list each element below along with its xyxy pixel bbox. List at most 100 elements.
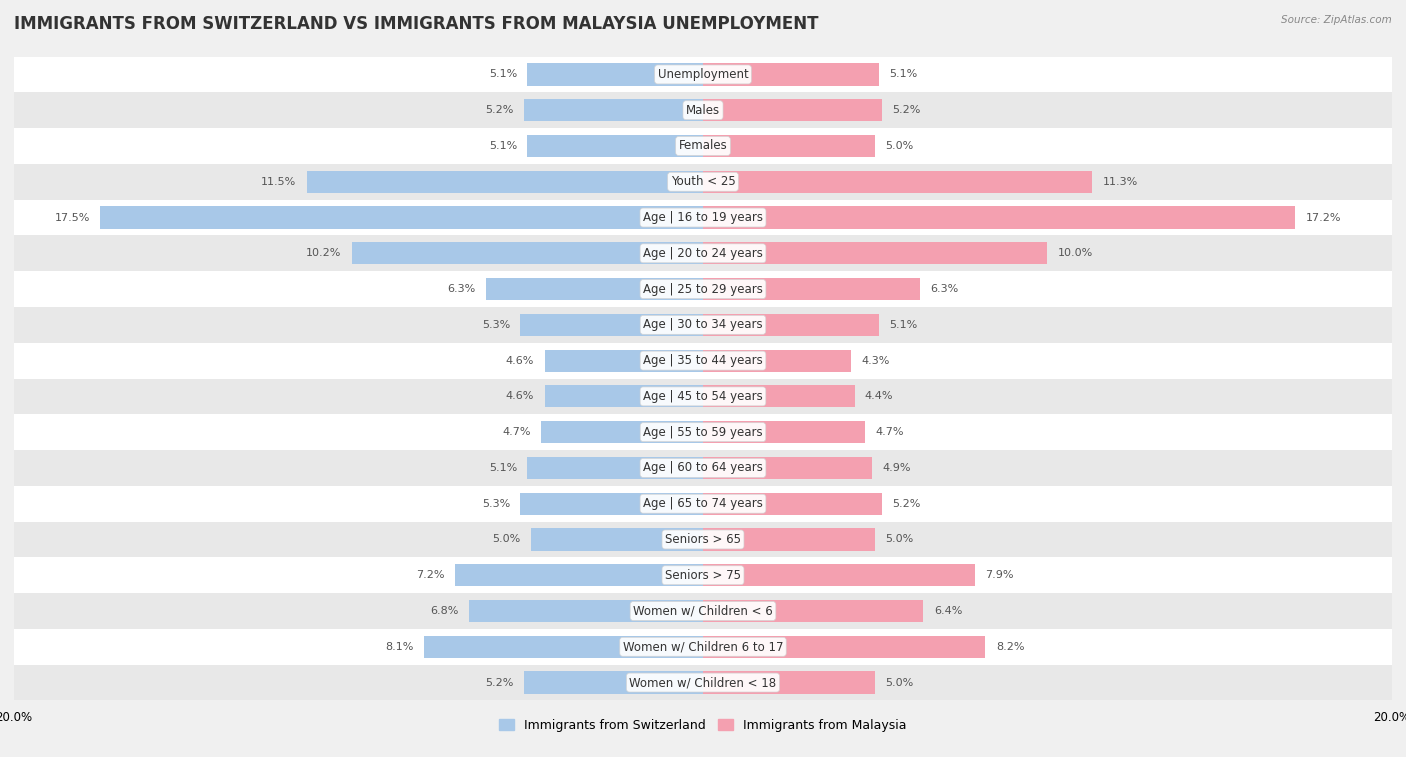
Bar (703, 135, 875, 157)
Text: Age | 60 to 64 years: Age | 60 to 64 years (643, 462, 763, 475)
Text: 5.2%: 5.2% (485, 678, 513, 687)
Text: Age | 25 to 29 years: Age | 25 to 29 years (643, 282, 763, 295)
Text: 8.2%: 8.2% (995, 642, 1025, 652)
Bar (703, 64, 879, 86)
Text: Seniors > 75: Seniors > 75 (665, 569, 741, 581)
Text: 5.0%: 5.0% (886, 678, 914, 687)
Text: 4.7%: 4.7% (502, 427, 531, 437)
Text: Age | 16 to 19 years: Age | 16 to 19 years (643, 211, 763, 224)
Bar (703, 636, 986, 658)
Text: 4.7%: 4.7% (875, 427, 904, 437)
Bar (468, 600, 703, 622)
Text: 4.6%: 4.6% (506, 356, 534, 366)
Text: 10.0%: 10.0% (1057, 248, 1092, 258)
Text: 4.4%: 4.4% (865, 391, 893, 401)
Bar (0, 200, 1406, 235)
Text: Males: Males (686, 104, 720, 117)
Text: 10.2%: 10.2% (307, 248, 342, 258)
Bar (456, 564, 703, 587)
Text: Unemployment: Unemployment (658, 68, 748, 81)
Bar (703, 564, 976, 587)
Text: 5.1%: 5.1% (489, 141, 517, 151)
Text: 6.4%: 6.4% (934, 606, 962, 616)
Bar (524, 671, 703, 693)
Bar (0, 235, 1406, 271)
Bar (0, 593, 1406, 629)
Bar (0, 414, 1406, 450)
Text: 17.5%: 17.5% (55, 213, 90, 223)
Bar (307, 170, 703, 193)
Bar (0, 486, 1406, 522)
Bar (703, 421, 865, 444)
Text: IMMIGRANTS FROM SWITZERLAND VS IMMIGRANTS FROM MALAYSIA UNEMPLOYMENT: IMMIGRANTS FROM SWITZERLAND VS IMMIGRANT… (14, 15, 818, 33)
Text: Age | 20 to 24 years: Age | 20 to 24 years (643, 247, 763, 260)
Text: Age | 65 to 74 years: Age | 65 to 74 years (643, 497, 763, 510)
Text: Age | 30 to 34 years: Age | 30 to 34 years (643, 319, 763, 332)
Bar (0, 522, 1406, 557)
Text: Seniors > 65: Seniors > 65 (665, 533, 741, 546)
Bar (544, 385, 703, 407)
Text: 5.2%: 5.2% (893, 499, 921, 509)
Bar (0, 343, 1406, 378)
Text: 5.0%: 5.0% (492, 534, 520, 544)
Text: 5.3%: 5.3% (482, 320, 510, 330)
Text: 5.1%: 5.1% (489, 70, 517, 79)
Text: 5.0%: 5.0% (886, 534, 914, 544)
Text: 4.6%: 4.6% (506, 391, 534, 401)
Text: 11.5%: 11.5% (262, 177, 297, 187)
Text: Age | 45 to 54 years: Age | 45 to 54 years (643, 390, 763, 403)
Text: 6.3%: 6.3% (447, 284, 475, 294)
Text: 5.1%: 5.1% (489, 463, 517, 473)
Text: Women w/ Children < 6: Women w/ Children < 6 (633, 605, 773, 618)
Text: Source: ZipAtlas.com: Source: ZipAtlas.com (1281, 15, 1392, 25)
Bar (527, 456, 703, 479)
Bar (0, 164, 1406, 200)
Text: 5.1%: 5.1% (889, 70, 917, 79)
Bar (0, 629, 1406, 665)
Text: 6.8%: 6.8% (430, 606, 458, 616)
Bar (0, 92, 1406, 128)
Bar (527, 135, 703, 157)
Bar (0, 271, 1406, 307)
Bar (703, 671, 875, 693)
Text: Youth < 25: Youth < 25 (671, 176, 735, 188)
Text: 11.3%: 11.3% (1102, 177, 1137, 187)
Bar (544, 350, 703, 372)
Bar (541, 421, 703, 444)
Bar (0, 450, 1406, 486)
Text: 8.1%: 8.1% (385, 642, 413, 652)
Text: 6.3%: 6.3% (931, 284, 959, 294)
Text: Females: Females (679, 139, 727, 152)
Bar (703, 170, 1092, 193)
Bar (703, 600, 924, 622)
Bar (524, 99, 703, 121)
Bar (0, 128, 1406, 164)
Bar (0, 57, 1406, 92)
Text: 5.0%: 5.0% (886, 141, 914, 151)
Text: Women w/ Children 6 to 17: Women w/ Children 6 to 17 (623, 640, 783, 653)
Bar (703, 278, 920, 301)
Bar (531, 528, 703, 550)
Bar (703, 456, 872, 479)
Text: Age | 55 to 59 years: Age | 55 to 59 years (643, 425, 763, 438)
Text: 5.3%: 5.3% (482, 499, 510, 509)
Bar (703, 528, 875, 550)
Bar (0, 378, 1406, 414)
Bar (703, 207, 1295, 229)
Text: 5.1%: 5.1% (889, 320, 917, 330)
Bar (520, 493, 703, 515)
Legend: Immigrants from Switzerland, Immigrants from Malaysia: Immigrants from Switzerland, Immigrants … (494, 714, 912, 737)
Bar (0, 665, 1406, 700)
Bar (703, 493, 882, 515)
Bar (520, 313, 703, 336)
Bar (352, 242, 703, 264)
Text: 7.9%: 7.9% (986, 570, 1014, 580)
Bar (703, 99, 882, 121)
Text: 4.9%: 4.9% (882, 463, 911, 473)
Bar (703, 350, 851, 372)
Text: 5.2%: 5.2% (485, 105, 513, 115)
Bar (527, 64, 703, 86)
Text: 7.2%: 7.2% (416, 570, 444, 580)
Bar (425, 636, 703, 658)
Bar (100, 207, 703, 229)
